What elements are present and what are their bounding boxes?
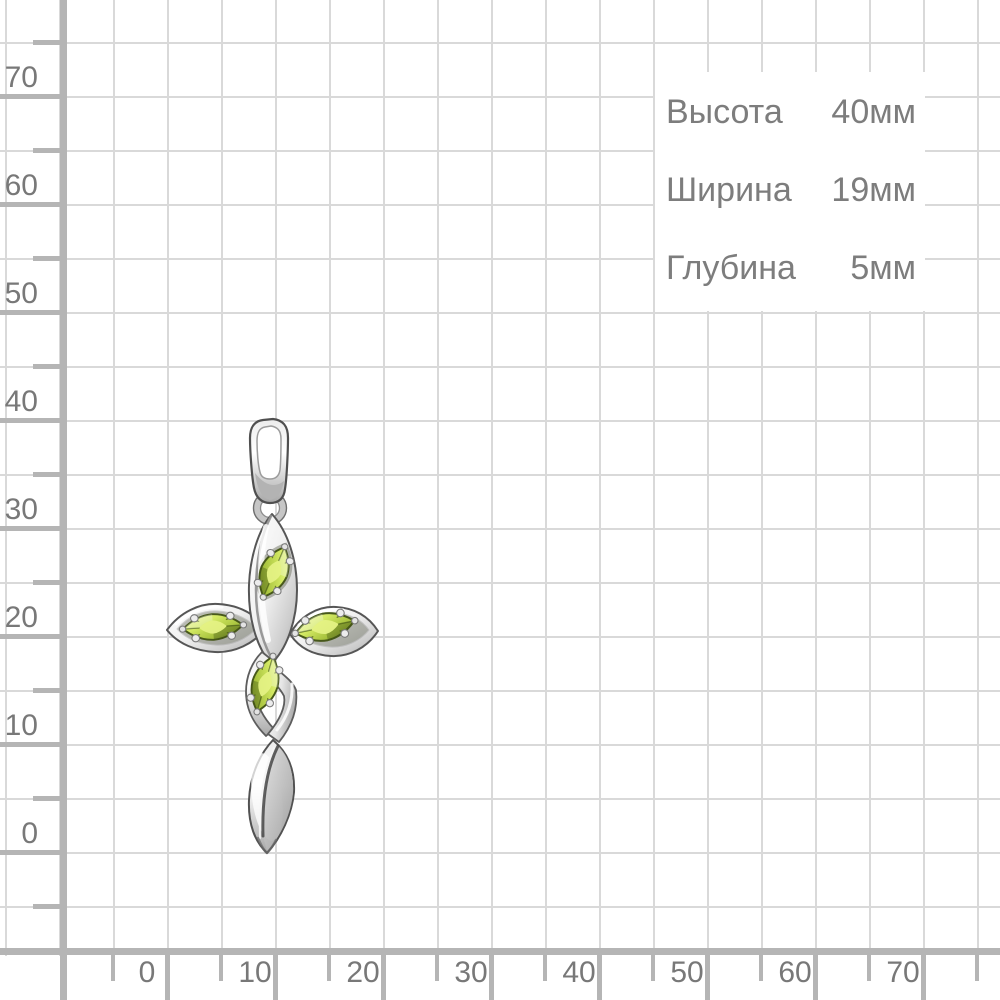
left-ruler-major-tick (0, 94, 66, 99)
bottom-ruler-number: 60 (778, 956, 812, 989)
left-ruler-minor-tick (33, 580, 66, 585)
left-ruler-minor-tick (33, 148, 66, 153)
pendant-bail (248, 417, 290, 505)
bottom-ruler-number: 40 (562, 956, 596, 989)
left-ruler-major-tick (0, 742, 66, 747)
dimension-label-height: Высота (666, 93, 783, 131)
left-ruler-major-tick (0, 418, 66, 423)
left-ruler-major-tick (0, 310, 66, 315)
left-ruler-minor-tick (33, 904, 66, 909)
left-ruler-major-tick (0, 634, 66, 639)
bottom-ruler-minor-tick (219, 955, 223, 981)
dimension-value-depth: 5мм (850, 249, 916, 287)
left-ruler-number: 50 (4, 277, 38, 310)
left-ruler-number: 30 (4, 493, 38, 526)
bottom-ruler-bar (0, 948, 1000, 955)
left-ruler-minor-tick (33, 796, 66, 801)
bottom-ruler-number: 70 (886, 956, 920, 989)
bottom-ruler-major-tick (813, 949, 818, 1000)
bottom-ruler-minor-tick (975, 955, 979, 981)
bottom-ruler-major-tick (921, 949, 926, 1000)
left-ruler-minor-tick (33, 40, 66, 45)
left-ruler-number: 0 (21, 817, 38, 850)
bottom-ruler-major-tick (381, 949, 386, 1000)
left-ruler-number: 60 (4, 169, 38, 202)
pendant-image (166, 417, 379, 855)
bottom-ruler-major-tick (273, 949, 278, 1000)
left-ruler-minor-tick (33, 256, 66, 261)
dimensions-panel-background (655, 72, 925, 311)
dimension-value-width: 19мм (831, 171, 916, 209)
bottom-ruler-number: 0 (138, 956, 156, 989)
left-ruler-major-tick (0, 526, 66, 531)
left-ruler-bar (60, 0, 67, 1000)
left-ruler-major-tick (0, 850, 66, 855)
bottom-ruler-minor-tick (651, 955, 655, 981)
dimension-value-height: 40мм (831, 93, 916, 131)
left-ruler-minor-tick (33, 472, 66, 477)
bottom-ruler-major-tick (489, 949, 494, 1000)
bottom-ruler-minor-tick (543, 955, 547, 981)
left-ruler-minor-tick (33, 364, 66, 369)
dimension-label-width: Ширина (666, 171, 792, 209)
left-ruler-number: 20 (4, 601, 38, 634)
bottom-ruler-minor-tick (759, 955, 763, 981)
bottom-ruler-minor-tick (867, 955, 871, 981)
bottom-ruler-minor-tick (435, 955, 439, 981)
left-ruler-major-tick (0, 202, 66, 207)
bottom-ruler-minor-tick (111, 955, 115, 981)
bottom-ruler-minor-tick (327, 955, 331, 981)
bottom-ruler-number: 30 (454, 956, 488, 989)
bottom-ruler-number: 10 (238, 956, 272, 989)
bottom-ruler-major-tick (597, 949, 602, 1000)
bottom-ruler-number: 20 (346, 956, 380, 989)
bottom-ruler-major-tick (705, 949, 710, 1000)
bottom-ruler-major-tick (165, 949, 170, 1000)
left-ruler-number: 10 (4, 709, 38, 742)
left-ruler-number: 70 (4, 61, 38, 94)
bottom-ruler-number: 50 (670, 956, 704, 989)
pendant-bottom-leaf (247, 739, 296, 855)
dimension-label-depth: Глубина (666, 249, 796, 287)
left-ruler-minor-tick (33, 688, 66, 693)
left-ruler-number: 40 (4, 385, 38, 418)
